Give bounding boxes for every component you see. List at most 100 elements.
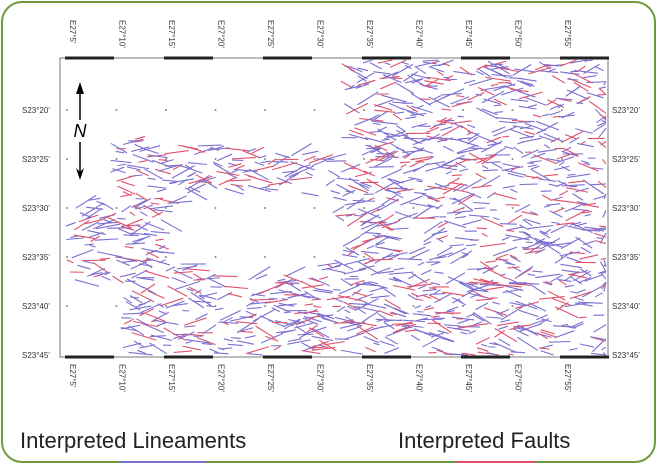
top-label: E27°25'	[266, 20, 275, 48]
lineament	[418, 161, 424, 162]
lineament	[123, 235, 138, 236]
top-label: E27°55'	[563, 20, 572, 48]
lineament	[458, 116, 464, 117]
grid-dot	[561, 158, 563, 160]
grid-dot	[264, 305, 266, 307]
right-label: S23°25'	[612, 155, 640, 164]
grid-dot	[215, 109, 217, 111]
grid-dot	[363, 109, 365, 111]
left-label: S23°40'	[22, 302, 50, 311]
grid-dot	[512, 158, 514, 160]
lineament	[509, 78, 523, 79]
grid-dot	[363, 305, 365, 307]
grid-dot	[116, 256, 118, 258]
right-label: S23°45'	[612, 351, 640, 360]
grid-dot	[66, 207, 68, 209]
left-label: S23°35'	[22, 253, 50, 262]
left-label: S23°20'	[22, 106, 50, 115]
north-label: N	[74, 121, 88, 141]
lineament	[568, 174, 576, 175]
grid-dot	[116, 305, 118, 307]
right-label: S23°30'	[612, 204, 640, 213]
grid-dot	[413, 256, 415, 258]
legend-label: Interpreted Lineaments	[20, 428, 246, 453]
top-label: E27°45'	[464, 20, 473, 48]
top-label: E27°30'	[316, 20, 325, 48]
grid-dot	[66, 109, 68, 111]
bottom-label: E27°35'	[365, 364, 374, 392]
lineament	[403, 138, 427, 139]
lineament	[291, 283, 300, 284]
lineament	[250, 299, 274, 300]
grid-dot	[314, 256, 316, 258]
grid-dot	[413, 109, 415, 111]
bottom-label: E27°40'	[415, 364, 424, 392]
bottom-label: E27°30'	[316, 364, 325, 392]
grid-dot	[462, 305, 464, 307]
grid-dot	[66, 158, 68, 160]
lineament	[476, 228, 486, 229]
grid-dot	[264, 109, 266, 111]
grid-dot	[462, 256, 464, 258]
grid-dot	[561, 109, 563, 111]
grid-dot	[165, 109, 167, 111]
grid-dot	[462, 207, 464, 209]
lineament	[502, 136, 509, 137]
right-label: S23°40'	[612, 302, 640, 311]
bottom-label: E27°55'	[563, 364, 572, 392]
lineament	[311, 299, 321, 300]
lineament	[597, 94, 605, 95]
grid-dot	[314, 305, 316, 307]
lineament	[601, 121, 606, 122]
grid-dot	[165, 256, 167, 258]
grid-dot	[66, 256, 68, 258]
grid-dot	[363, 158, 365, 160]
map-figure: E27°5' E27°10' E27°15' E27°20' E27°25' E27°30…	[0, 0, 657, 464]
left-label: S23°30'	[22, 204, 50, 213]
top-label: E27°20'	[217, 20, 226, 48]
lineament	[520, 184, 538, 185]
lineament	[500, 224, 517, 225]
top-label: E27°35'	[365, 20, 374, 48]
grid-dot	[561, 305, 563, 307]
grid-dot	[215, 158, 217, 160]
lineament	[326, 161, 347, 162]
grid-dot	[413, 207, 415, 209]
grid-dot	[462, 109, 464, 111]
lineament	[579, 317, 587, 318]
grid-dot	[215, 256, 217, 258]
lineament	[549, 342, 571, 343]
grid-dot	[264, 158, 266, 160]
left-label: S23°45'	[22, 351, 50, 360]
grid-dot	[413, 158, 415, 160]
lineament	[400, 162, 410, 163]
grid-dot	[363, 207, 365, 209]
grid-dot	[314, 207, 316, 209]
grid-dot	[462, 158, 464, 160]
top-label: E27°15'	[167, 20, 176, 48]
left-label: S23°25'	[22, 155, 50, 164]
right-label: S23°35'	[612, 253, 640, 262]
top-label: E27°10'	[118, 20, 127, 48]
bottom-label: E27°15'	[167, 364, 176, 392]
bottom-label: E27°5'	[68, 364, 77, 388]
grid-dot	[512, 109, 514, 111]
bottom-label: E27°20'	[217, 364, 226, 392]
grid-dot	[165, 207, 167, 209]
top-label: E27°50'	[514, 20, 523, 48]
grid-dot	[264, 207, 266, 209]
grid-dot	[165, 158, 167, 160]
lineament	[426, 262, 439, 263]
top-label: E27°40'	[415, 20, 424, 48]
grid-dot	[116, 158, 118, 160]
lineament	[284, 312, 291, 313]
lineament	[297, 334, 313, 335]
grid-dot	[561, 207, 563, 209]
lineament	[393, 324, 413, 325]
grid-dot	[314, 109, 316, 111]
lineament	[393, 78, 402, 79]
grid-dot	[561, 256, 563, 258]
grid-dot	[215, 207, 217, 209]
grid-dot	[116, 109, 118, 111]
lineament	[490, 64, 503, 65]
